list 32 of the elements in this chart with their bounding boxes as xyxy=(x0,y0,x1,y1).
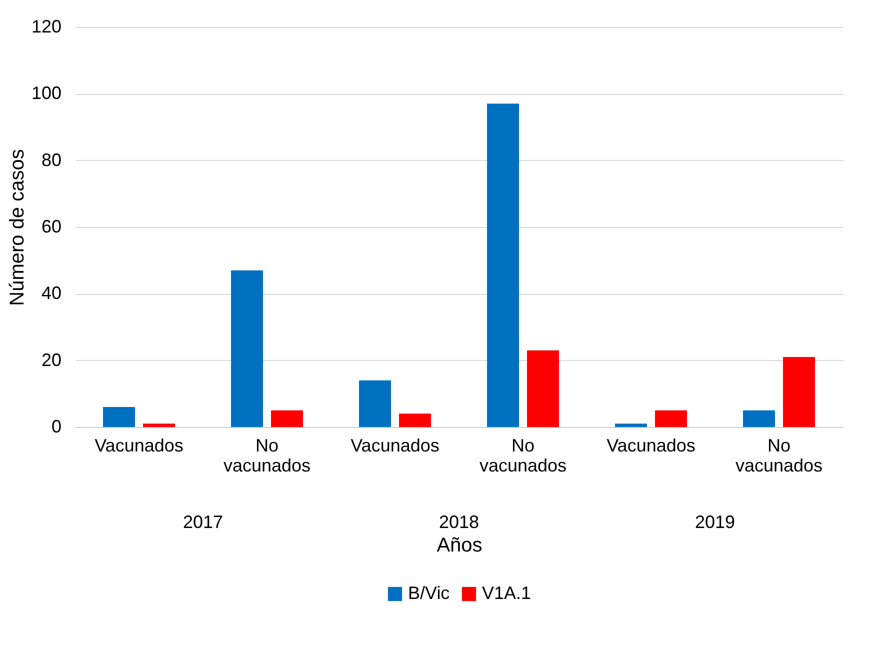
x-axis-title: Años xyxy=(436,534,482,556)
y-tick-label: 0 xyxy=(51,416,62,436)
text: 2018 xyxy=(438,512,480,532)
y-tick-label: 40 xyxy=(41,283,62,304)
y-tick-label: 20 xyxy=(41,350,62,370)
bar xyxy=(103,407,135,427)
bar xyxy=(271,410,303,427)
y-tick-label: 60 xyxy=(41,216,62,236)
bar xyxy=(359,380,391,427)
y-tick-label: 100 xyxy=(31,83,62,104)
bar xyxy=(615,424,647,427)
bar xyxy=(783,357,815,427)
x-tick-label: Vacunados xyxy=(606,436,696,456)
legend-label: B/Vic xyxy=(408,583,450,603)
y-axis-title: Número de casos xyxy=(6,149,28,306)
x-tick-label: No vacunados xyxy=(735,436,823,476)
bar xyxy=(143,424,175,427)
x-tick-label: Vacunados xyxy=(94,436,184,456)
bar xyxy=(231,270,263,427)
y-tick-label: 80 xyxy=(41,150,62,170)
x-tick-label: Vacunados xyxy=(350,436,440,456)
x-tick-label: No vacunados xyxy=(223,436,311,476)
text: 2019 xyxy=(694,512,736,532)
bar xyxy=(743,410,775,427)
text: 2017 xyxy=(182,512,224,532)
bar xyxy=(655,410,687,427)
bar xyxy=(399,414,431,427)
legend-label: V1A.1 xyxy=(482,583,532,603)
bar xyxy=(487,104,519,427)
y-tick-label: 120 xyxy=(31,16,62,36)
bar xyxy=(527,350,559,427)
x-tick-label: No vacunados xyxy=(479,436,567,476)
